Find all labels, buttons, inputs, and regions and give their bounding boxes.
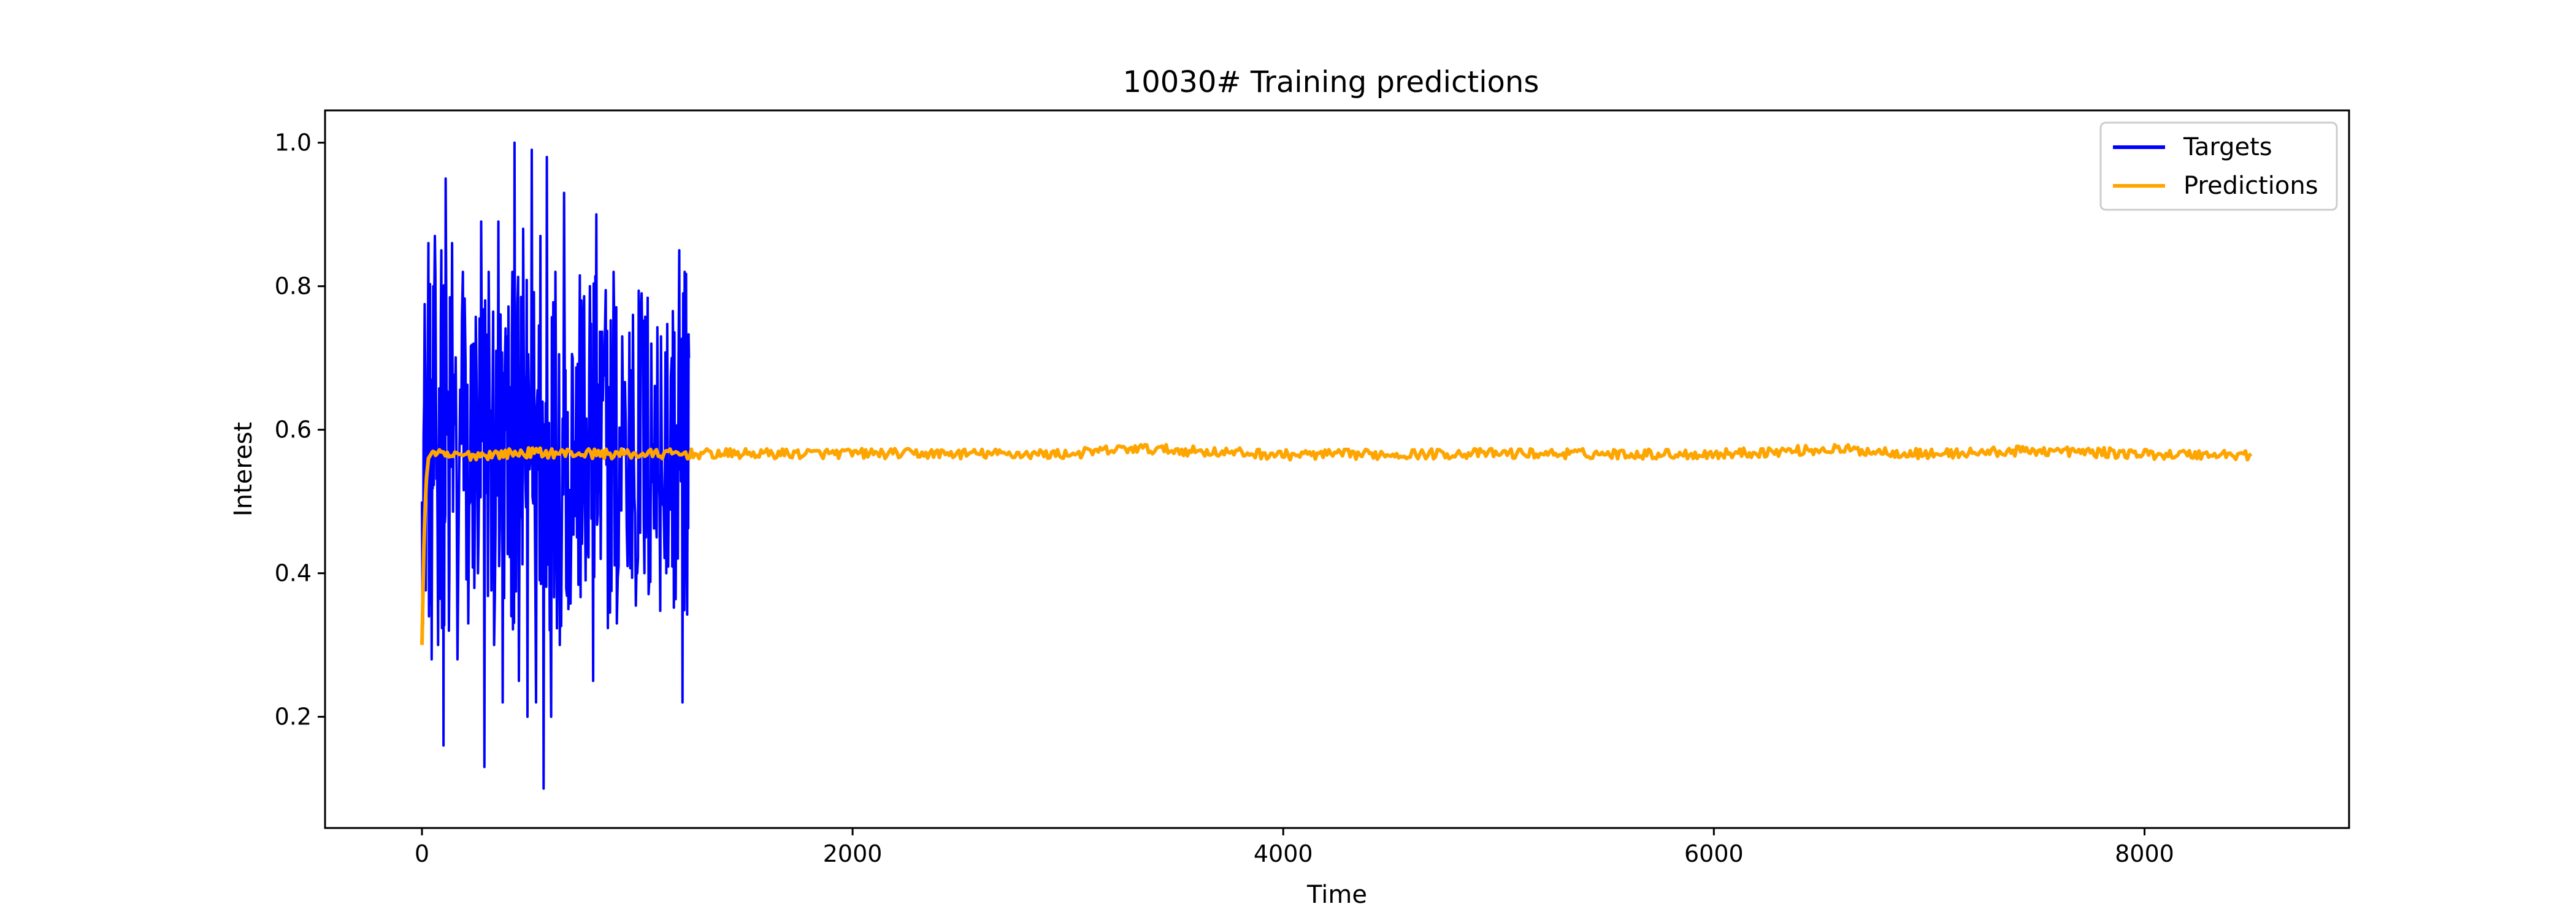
x-tick-label: 6000 (1684, 840, 1744, 867)
y-tick-label: 0.2 (275, 703, 312, 730)
series-line-predictions (420, 443, 2253, 645)
x-axis: 0 2000 4000 6000 8000 (415, 828, 2174, 867)
x-axis-label: Time (1306, 881, 1367, 909)
y-tick-label: 0.6 (275, 416, 312, 443)
legend-label-targets: Targets (2183, 133, 2272, 161)
legend: Targets Predictions (2099, 121, 2338, 211)
x-tick-label: 4000 (1254, 840, 1313, 867)
chart-title: 10030# Training predictions (1123, 65, 1539, 99)
y-tick-label: 0.4 (275, 560, 312, 587)
y-tick-label: 0.8 (275, 273, 312, 300)
y-axis-label: Interest (229, 422, 258, 516)
legend-label-predictions: Predictions (2183, 172, 2318, 200)
x-tick-label: 2000 (823, 840, 883, 867)
y-axis: 0.2 0.4 0.6 0.8 1.0 (275, 129, 325, 730)
plot-frame (324, 109, 2350, 829)
x-tick-label: 8000 (2115, 840, 2174, 867)
series-layer (420, 141, 2253, 790)
legend-box (2099, 121, 2338, 211)
series-line-targets (421, 141, 691, 790)
y-tick-label: 1.0 (275, 129, 312, 156)
x-tick-label: 0 (415, 840, 429, 867)
